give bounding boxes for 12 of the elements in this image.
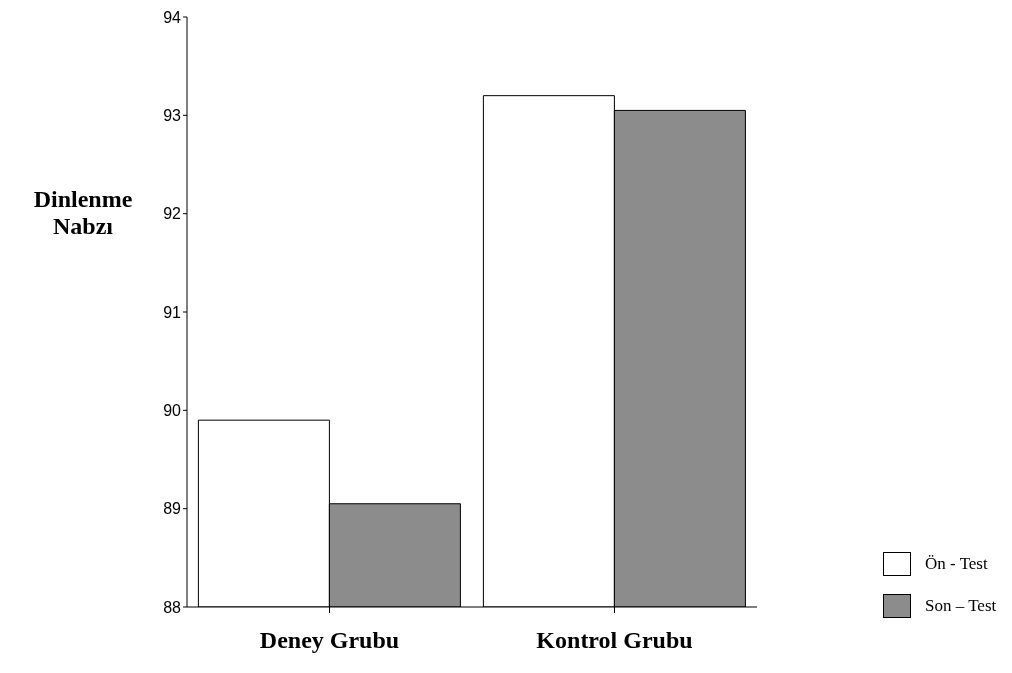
- y-tick-label: 91: [163, 303, 182, 321]
- y-axis-title: Dinlenme Nabzı: [32, 186, 134, 240]
- y-tick-label: 93: [163, 107, 182, 125]
- y-tick-label: 90: [163, 402, 182, 420]
- x-tick-label: Kontrol Grubu: [536, 627, 693, 654]
- legend-label: Ön - Test: [925, 554, 988, 574]
- y-tick-label: 88: [163, 598, 182, 616]
- y-tick-label: 92: [163, 205, 182, 223]
- y-tick-label: 94: [163, 8, 182, 26]
- x-tick-label: Deney Grubu: [259, 627, 400, 654]
- y-tick-label: 89: [163, 500, 182, 518]
- legend-label: Son – Test: [925, 596, 997, 616]
